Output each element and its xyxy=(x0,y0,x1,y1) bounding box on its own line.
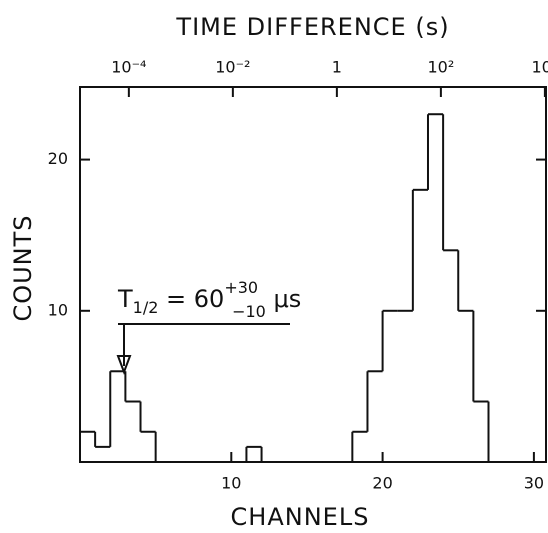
annotation: T1/2 = 60+30 −10 μs xyxy=(117,278,301,321)
x2-tick-label: 1 xyxy=(332,58,342,77)
x2-tick-label: 10⁻⁴ xyxy=(111,58,146,77)
plot-frame xyxy=(79,86,547,463)
x2-tick-label: 10⁻² xyxy=(215,58,250,77)
y-tick-label: 10 xyxy=(48,300,68,319)
x-tick-label: 30 xyxy=(524,474,544,493)
x-axis-title: CHANNELS xyxy=(231,503,370,531)
x2-tick-label: 10² xyxy=(427,58,454,77)
annotation-subscript: 1/2 xyxy=(133,298,159,317)
arrow-head xyxy=(116,355,132,375)
annotation-lower: −10 xyxy=(232,302,266,321)
annotation-text: = 60 xyxy=(158,285,224,313)
x-tick-label: 10 xyxy=(221,474,241,493)
annotation-symbol: T xyxy=(117,285,133,313)
top-axis-title: TIME DIFFERENCE (s) xyxy=(175,13,449,41)
y-axis-title: COUNTS xyxy=(9,214,37,321)
annotation-unit: μs xyxy=(266,285,301,313)
annotation-upper: +30 xyxy=(224,278,258,297)
y-tick-label: 20 xyxy=(48,149,68,168)
x2-tick-label: 10⁴ xyxy=(532,58,548,77)
x-tick-label: 20 xyxy=(372,474,392,493)
